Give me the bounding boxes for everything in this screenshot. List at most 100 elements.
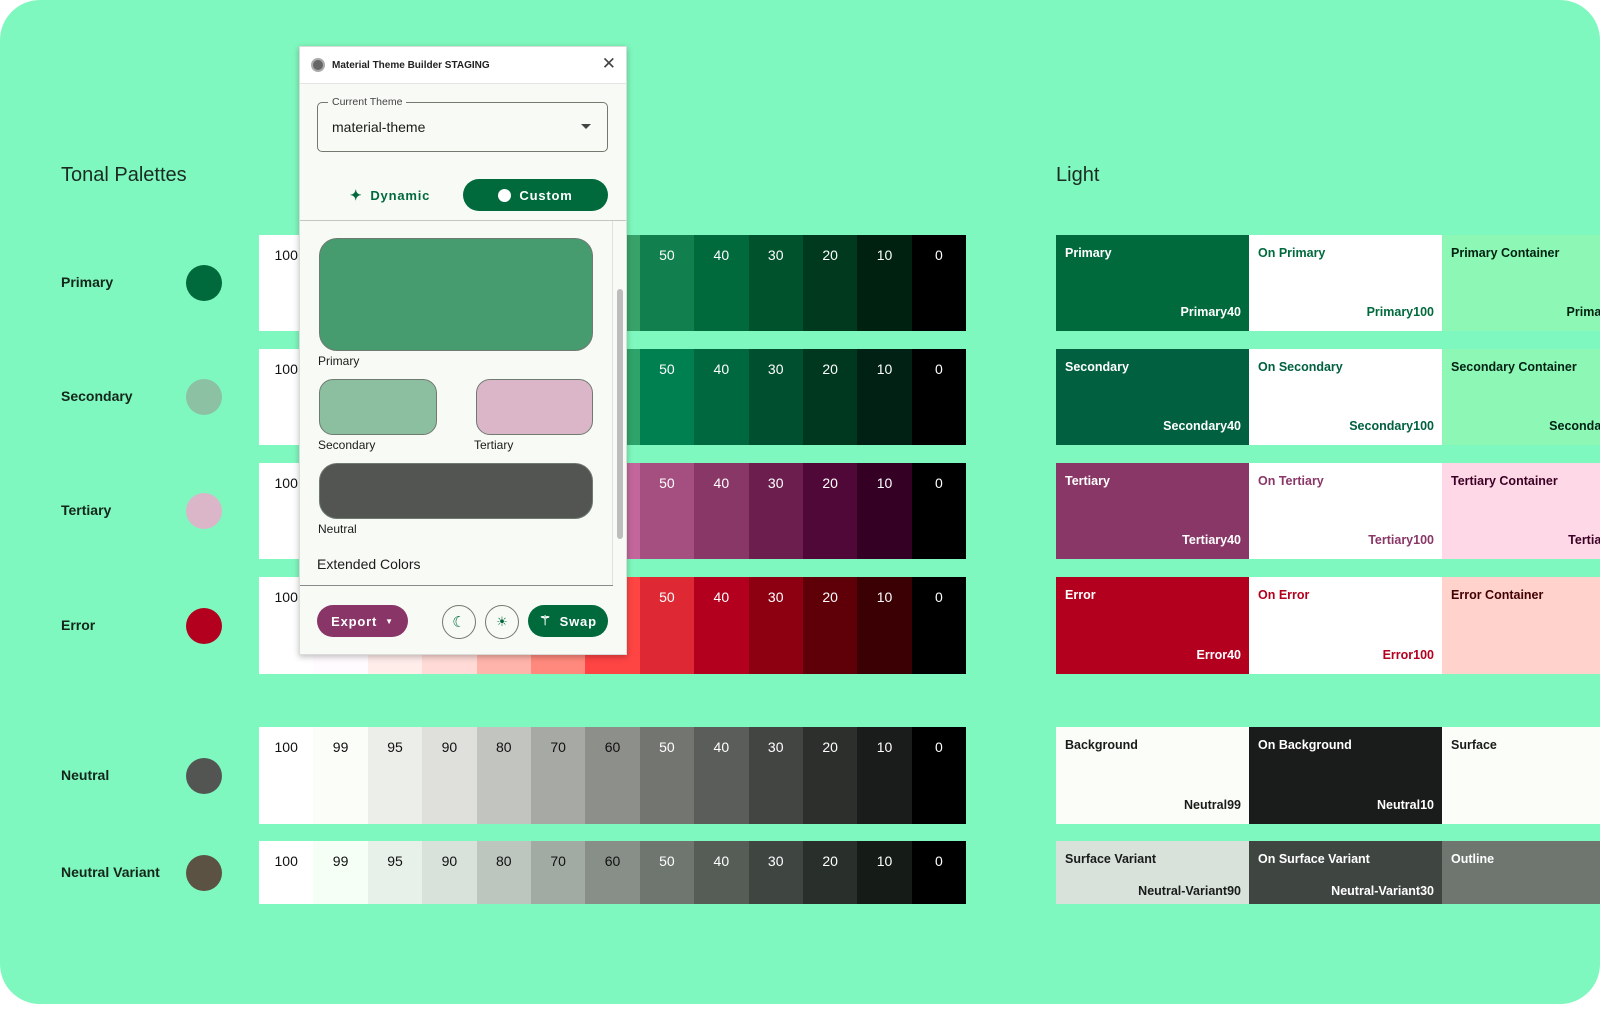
- tone-cell-20[interactable]: 20: [802, 841, 858, 904]
- tone-cell-0[interactable]: 0: [911, 349, 967, 445]
- neutral-variant-key-color-swatch[interactable]: [186, 854, 222, 891]
- secondary-color-swatch[interactable]: [319, 379, 437, 435]
- secondary-swatch-label: Secondary: [318, 438, 376, 452]
- tone-cell-100[interactable]: 100: [259, 841, 314, 904]
- tone-cell-80[interactable]: 80: [476, 841, 531, 904]
- outline-role-card[interactable]: Outline: [1442, 841, 1600, 904]
- tone-cell-20[interactable]: 20: [802, 349, 858, 445]
- tone-cell-30[interactable]: 30: [748, 463, 803, 559]
- tone-cell-30[interactable]: 30: [748, 727, 803, 824]
- error-key-color-swatch[interactable]: [186, 607, 222, 644]
- tone-cell-100[interactable]: 100: [259, 727, 314, 824]
- tone-cell-95[interactable]: 95: [367, 841, 423, 904]
- error-role-card[interactable]: Error Error40: [1056, 577, 1249, 674]
- moon-icon: ☾: [452, 614, 466, 631]
- tone-cell-0[interactable]: 0: [911, 577, 967, 674]
- tone-cell-20[interactable]: 20: [802, 577, 858, 674]
- tone-cell-40[interactable]: 40: [694, 235, 749, 331]
- on-surface-variant-role-card[interactable]: On Surface Variant Neutral-Variant30: [1249, 841, 1442, 904]
- swap-button[interactable]: ⚚ Swap: [528, 605, 608, 637]
- tone-cell-50[interactable]: 50: [639, 841, 695, 904]
- tone-cell-40[interactable]: 40: [694, 463, 749, 559]
- tone-cell-10[interactable]: 10: [857, 349, 912, 445]
- tone-cell-10[interactable]: 10: [857, 841, 912, 904]
- tone-cell-10[interactable]: 10: [857, 727, 912, 824]
- tone-cell-20[interactable]: 20: [802, 727, 858, 824]
- tone-cell-10[interactable]: 10: [857, 577, 912, 674]
- tone-cell-70[interactable]: 70: [530, 727, 586, 824]
- extended-colors-heading[interactable]: Extended Colors: [317, 556, 421, 572]
- tone-cell-20[interactable]: 20: [802, 463, 858, 559]
- primary-role-card[interactable]: Primary Primary40: [1056, 235, 1249, 331]
- tone-cell-80[interactable]: 80: [476, 727, 531, 824]
- tone-cell-60[interactable]: 60: [585, 727, 640, 824]
- role-title: On Error: [1258, 588, 1310, 602]
- tone-cell-50[interactable]: 50: [639, 577, 695, 674]
- on-error-role-card[interactable]: On Error Error100: [1249, 577, 1442, 674]
- on-secondary-role-card[interactable]: On Secondary Secondary100: [1249, 349, 1442, 445]
- scrollbar[interactable]: [617, 289, 623, 539]
- tab-custom[interactable]: Custom: [463, 179, 608, 211]
- tone-cell-40[interactable]: 40: [694, 727, 749, 824]
- role-tone: Secondary100: [1349, 419, 1434, 433]
- tone-cell-10[interactable]: 10: [857, 463, 912, 559]
- tone-cell-99[interactable]: 99: [313, 727, 368, 824]
- tone-cell-30[interactable]: 30: [748, 349, 803, 445]
- neutral-key-color-swatch[interactable]: [186, 757, 222, 794]
- tone-cell-50[interactable]: 50: [639, 463, 695, 559]
- tertiary-role-card[interactable]: Tertiary Tertiary40: [1056, 463, 1249, 559]
- tone-cell-10[interactable]: 10: [857, 235, 912, 331]
- role-title: Surface: [1451, 738, 1497, 752]
- surface-role-card[interactable]: Surface: [1442, 727, 1600, 824]
- error-container-role-card[interactable]: Error Container: [1442, 577, 1600, 674]
- tone-cell-50[interactable]: 50: [639, 727, 695, 824]
- tone-cell-20[interactable]: 20: [802, 235, 858, 331]
- tone-cell-99[interactable]: 99: [313, 841, 368, 904]
- tertiary-key-color-swatch[interactable]: [186, 493, 222, 529]
- tone-cell-40[interactable]: 40: [694, 577, 749, 674]
- tone-cell-90[interactable]: 90: [422, 727, 477, 824]
- dropdown-arrow-icon: ▼: [385, 616, 394, 626]
- tone-cell-0[interactable]: 0: [911, 841, 967, 904]
- tone-cell-30[interactable]: 30: [748, 235, 803, 331]
- secondary-container-role-card[interactable]: Secondary Container Secondary90: [1442, 349, 1600, 445]
- on-primary-role-card[interactable]: On Primary Primary100: [1249, 235, 1442, 331]
- export-button[interactable]: Export ▼: [317, 605, 408, 637]
- background-role-card[interactable]: Background Neutral99: [1056, 727, 1249, 824]
- tone-cell-0[interactable]: 0: [911, 463, 967, 559]
- tone-cell-50[interactable]: 50: [639, 349, 695, 445]
- secondary-key-color-swatch[interactable]: [186, 379, 222, 415]
- tab-custom-label: Custom: [519, 187, 573, 203]
- current-theme-select[interactable]: Current Theme material-theme: [317, 96, 608, 152]
- tone-cell-0[interactable]: 0: [911, 235, 967, 331]
- role-tone: Error100: [1382, 648, 1434, 662]
- tertiary-container-role-card[interactable]: Tertiary Container Tertiary90: [1442, 463, 1600, 559]
- role-tone: Error40: [1196, 648, 1241, 662]
- tertiary-color-swatch[interactable]: [476, 379, 593, 435]
- secondary-role-card[interactable]: Secondary Secondary40: [1056, 349, 1249, 445]
- tab-dynamic[interactable]: ✦ Dynamic: [340, 179, 440, 211]
- tone-cell-30[interactable]: 30: [748, 577, 803, 674]
- tone-cell-40[interactable]: 40: [694, 841, 749, 904]
- on-background-role-card[interactable]: On Background Neutral10: [1249, 727, 1442, 824]
- light-scheme-heading: Light: [1056, 164, 1100, 186]
- tone-cell-0[interactable]: 0: [911, 727, 967, 824]
- surface-variant-role-card[interactable]: Surface Variant Neutral-Variant90: [1056, 841, 1249, 904]
- role-tone: Secondary40: [1163, 419, 1241, 433]
- tone-cell-70[interactable]: 70: [530, 841, 586, 904]
- primary-key-color-swatch[interactable]: [186, 265, 222, 301]
- light-mode-button[interactable]: ☀: [485, 605, 519, 639]
- tone-cell-60[interactable]: 60: [585, 841, 640, 904]
- tone-cell-95[interactable]: 95: [367, 727, 423, 824]
- dark-mode-button[interactable]: ☾: [442, 605, 476, 639]
- primary-container-role-card[interactable]: Primary Container Primary90: [1442, 235, 1600, 331]
- primary-color-swatch[interactable]: [319, 238, 593, 351]
- tone-cell-30[interactable]: 30: [748, 841, 803, 904]
- tone-cell-40[interactable]: 40: [694, 349, 749, 445]
- tone-cell-50[interactable]: 50: [639, 235, 695, 331]
- neutral-color-swatch[interactable]: [319, 463, 593, 519]
- tone-cell-90[interactable]: 90: [422, 841, 477, 904]
- on-tertiary-role-card[interactable]: On Tertiary Tertiary100: [1249, 463, 1442, 559]
- close-icon[interactable]: ✕: [601, 54, 616, 73]
- dialog-titlebar: Material Theme Builder STAGING ✕: [300, 47, 626, 84]
